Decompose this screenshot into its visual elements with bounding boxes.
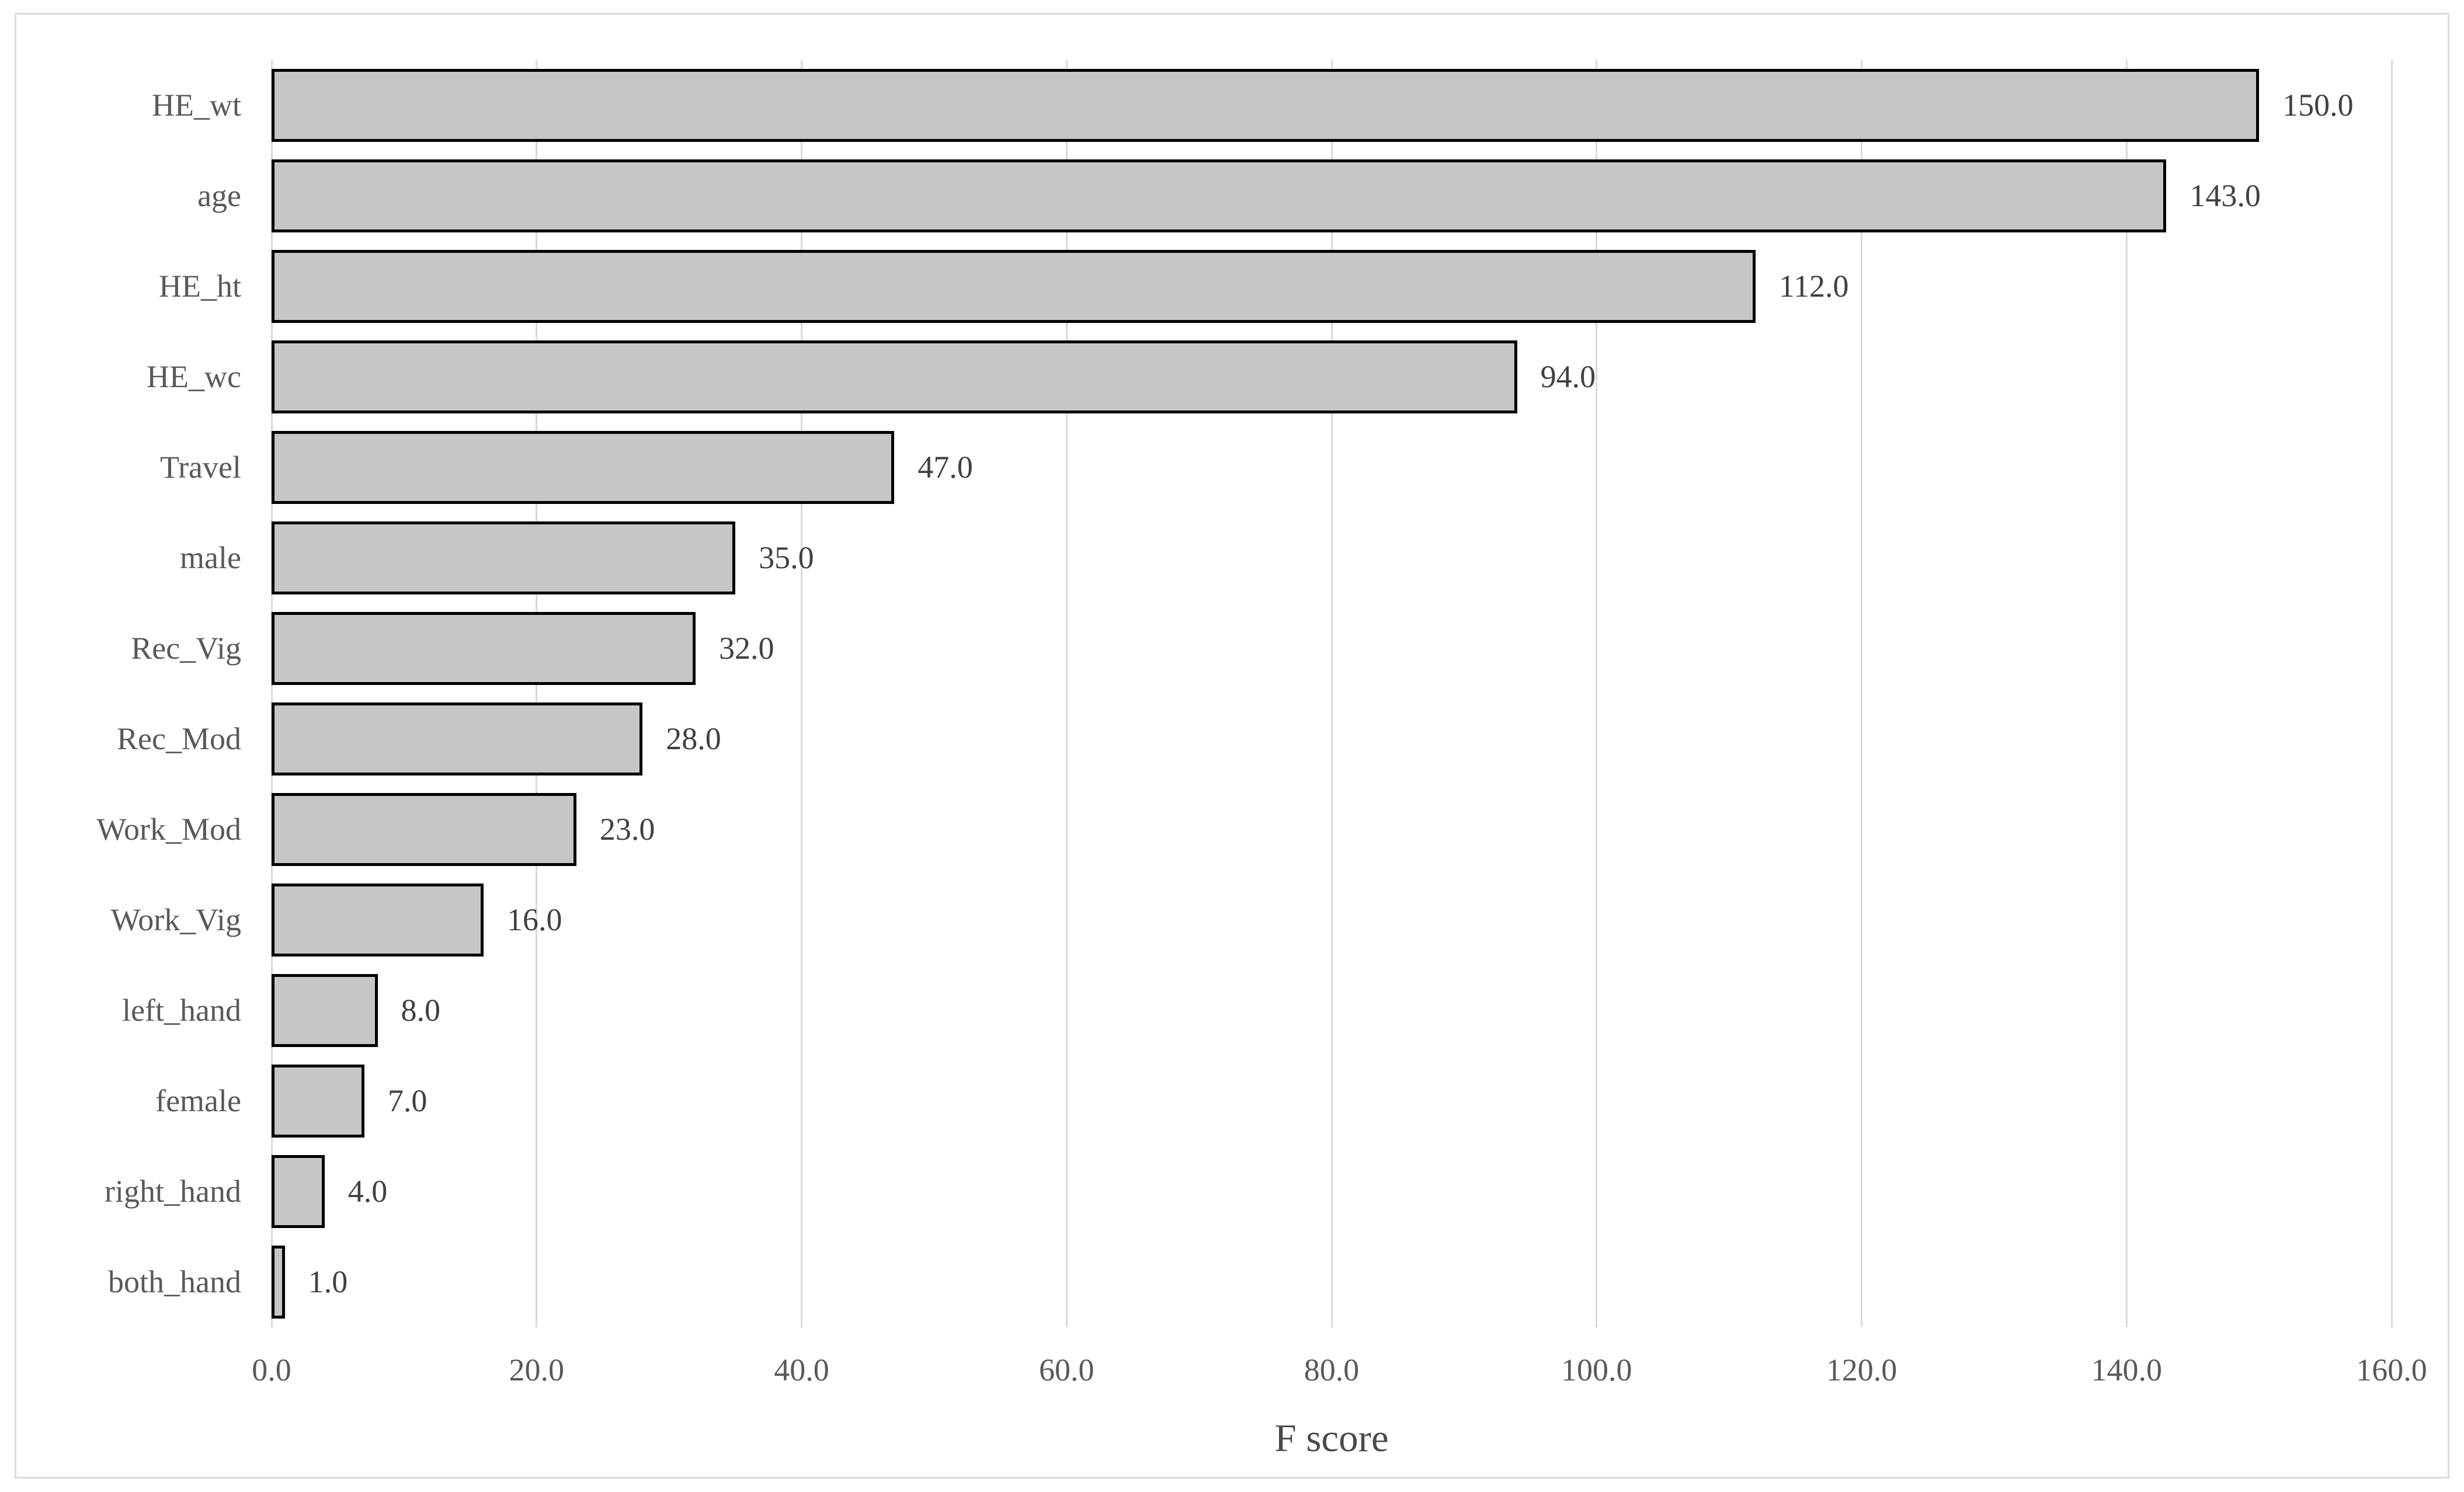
value-label: 23.0 [599,812,655,847]
value-label: 1.0 [308,1264,348,1299]
value-label: 143.0 [2190,178,2261,213]
category-label: HE_ht [159,269,241,304]
value-label: 8.0 [401,993,441,1028]
value-label: 16.0 [507,902,562,937]
category-label: HE_wt [152,88,241,123]
gridline-x160.0 [2390,60,2393,1327]
x-tick-label: 80.0 [1304,1352,1360,1387]
chart-frame: 0.0 20.0 40.0 60.0 80.0 100.0 120.0 140.0 160.0 H… [15,13,2449,1479]
category-label: left_hand [122,993,241,1028]
bar-left_hand [272,974,378,1047]
category-label: both_hand [108,1264,241,1299]
value-label: 112.0 [1779,269,1849,304]
gridline-x60.0 [1065,60,1068,1327]
x-tick-label: 120.0 [1826,1352,1897,1387]
gridline-x100.0 [1596,60,1598,1327]
plot-area: 0.0 20.0 40.0 60.0 80.0 100.0 120.0 140.0 160.0 H… [16,15,2448,1477]
x-tick-label: 60.0 [1039,1352,1094,1387]
bar-male [272,521,736,594]
value-label: 35.0 [759,540,814,575]
category-label: right_hand [105,1174,241,1209]
bar-HE_ht [272,250,1756,323]
category-label: HE_wc [147,359,241,394]
value-label: 7.0 [387,1083,428,1118]
category-label: Rec_Vig [131,631,241,666]
x-axis-title: F score [1274,1417,1389,1460]
category-label: Work_Mod [96,812,241,847]
x-tick-label: 40.0 [774,1352,829,1387]
bar-female [272,1065,364,1138]
gridline-x120.0 [1861,60,1862,1327]
value-label: 28.0 [666,721,721,756]
value-label: 4.0 [347,1174,388,1209]
category-label: male [180,540,241,575]
bar-age [272,159,2167,232]
category-label: Travel [159,450,241,485]
value-label: 32.0 [719,631,774,666]
gridline-x0.0 [270,60,273,1327]
bar-HE_wc [272,340,1517,413]
x-tick-label: 100.0 [1561,1352,1632,1387]
bar-Work_Vig [272,884,484,957]
bar-Rec_Mod [272,702,643,775]
value-label: 47.0 [918,450,973,485]
bar-right_hand [272,1155,325,1228]
value-label: 150.0 [2282,88,2354,123]
category-label: age [197,178,241,213]
category-label: Work_Vig [110,902,241,937]
value-label: 94.0 [1540,359,1596,394]
bar-HE_wt [272,69,2260,142]
category-label: Rec_Mod [117,721,241,756]
bar-both_hand [272,1246,285,1319]
gridline-x20.0 [536,60,538,1327]
bar-Work_Mod [272,793,576,866]
x-tick-label: 0.0 [252,1352,291,1387]
x-tick-label: 20.0 [509,1352,565,1387]
bar-Travel [272,431,895,504]
gridline-x40.0 [801,60,802,1327]
bar-Rec_Vig [272,612,696,685]
x-tick-label: 140.0 [2091,1352,2163,1387]
gridline-x80.0 [1330,60,1333,1327]
x-tick-label: 160.0 [2356,1352,2427,1387]
gridline-x140.0 [2125,60,2128,1327]
category-label: female [155,1083,241,1118]
